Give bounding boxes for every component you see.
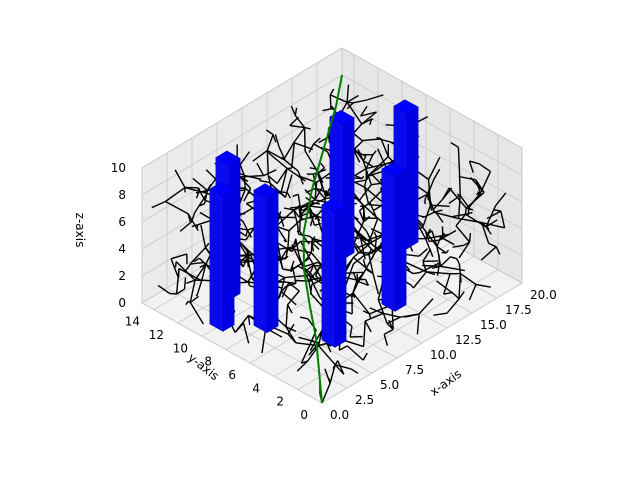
obstacle-face — [254, 190, 267, 332]
y-tick-label: 0 — [300, 408, 308, 422]
tree-edge — [277, 183, 278, 184]
tree-edge — [422, 266, 441, 267]
obstacle-face — [322, 205, 335, 347]
z-axis-label: z-axis — [73, 213, 87, 248]
obstacle-column — [322, 198, 346, 347]
y-tick-label: 12 — [149, 328, 164, 342]
x-axis-label: x-axis — [427, 367, 464, 399]
tree-edge — [309, 281, 312, 282]
tree-edge — [423, 261, 438, 262]
z-tick-label: 0 — [118, 296, 126, 310]
y-tick-label: 4 — [252, 381, 260, 395]
obstacle-face — [382, 169, 395, 311]
tree-edge — [305, 128, 306, 151]
y-tick-label: 14 — [125, 315, 140, 329]
tree-edge — [347, 102, 353, 103]
obstacle-face — [335, 206, 346, 348]
x-tick-label: 20.0 — [530, 288, 557, 302]
y-tick-label: 6 — [228, 368, 236, 382]
tree-edge — [362, 206, 364, 207]
tree-edge — [176, 262, 177, 268]
z-tick-label: 8 — [118, 188, 126, 202]
obstacle-column — [210, 182, 234, 331]
obstacle-face — [267, 191, 278, 333]
tree-edge — [170, 294, 177, 295]
tree-edge — [365, 254, 369, 255]
x-tick-label: 17.5 — [505, 303, 532, 317]
x-tick-label: 15.0 — [480, 318, 507, 332]
z-tick-label: 2 — [118, 269, 126, 283]
z-tick-label: 6 — [118, 215, 126, 229]
tree-edge — [301, 241, 312, 242]
x-tick-label: 5.0 — [380, 378, 399, 392]
x-tick-label: 10.0 — [430, 348, 457, 362]
z-tick-label: 10 — [111, 161, 126, 175]
y-tick-label: 2 — [276, 395, 284, 409]
tree-edge — [247, 250, 248, 256]
tree-edge — [404, 316, 405, 317]
tree-edge — [312, 201, 313, 203]
tree-edge — [244, 175, 245, 188]
y-tick-label: 10 — [173, 341, 188, 355]
tree-edge — [470, 233, 471, 242]
tree-edge — [298, 225, 299, 234]
tree-edge — [431, 205, 432, 210]
tree-edge — [300, 216, 301, 231]
tree-edge — [330, 95, 331, 109]
tree-edge — [185, 278, 186, 290]
obstacle-face — [407, 107, 418, 249]
tree-edge — [326, 190, 327, 196]
tree-edge — [459, 256, 460, 257]
tree-edge — [377, 138, 381, 139]
tree-edge — [313, 203, 320, 204]
tree-edge — [329, 379, 330, 383]
obstacle-column — [382, 162, 406, 311]
x-tick-label: 12.5 — [455, 333, 482, 347]
tree-edge — [468, 208, 469, 216]
tree-edge — [369, 205, 383, 206]
x-tick-label: 0.0 — [330, 408, 349, 422]
obstacle-face — [210, 189, 223, 331]
tree-edge — [466, 208, 467, 214]
x-tick-label: 2.5 — [355, 393, 374, 407]
x-tick-label: 7.5 — [405, 363, 424, 377]
obstacle-column — [254, 184, 278, 333]
obstacle-face — [395, 170, 406, 312]
obstacle-face — [223, 190, 234, 332]
z-tick-label: 4 — [118, 242, 126, 256]
tree-edge — [439, 254, 440, 263]
